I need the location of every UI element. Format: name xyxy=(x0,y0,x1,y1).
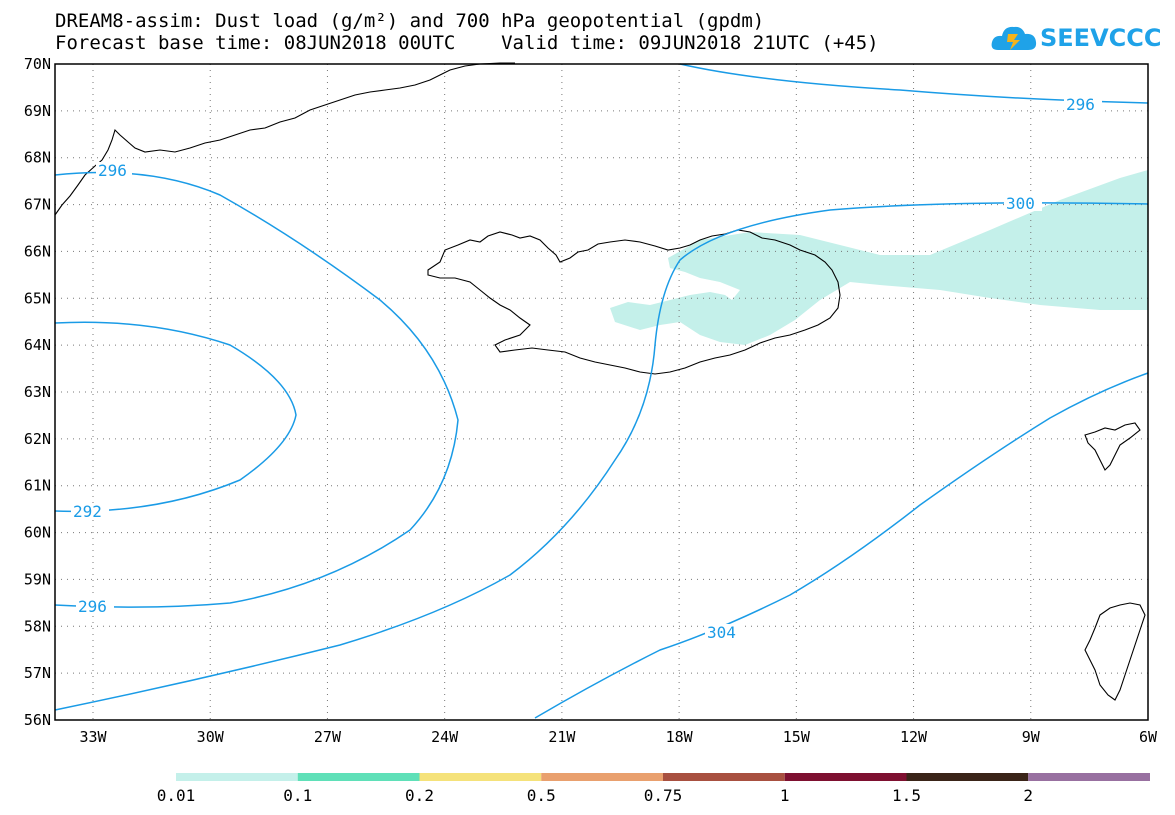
lat-label: 57N xyxy=(24,664,51,682)
colorbar-swatch xyxy=(784,773,907,781)
map-frame xyxy=(54,63,1149,721)
contour-label-296-sw: 296 xyxy=(78,597,107,616)
logo-text: SEEVCCC xyxy=(1040,24,1162,52)
colorbar: 0.01 0.1 0.2 0.5 0.75 1 1.5 2 xyxy=(157,773,1150,805)
colorbar-swatch xyxy=(419,773,542,781)
title-line-2: Forecast base time: 08JUN2018 00UTC Vali… xyxy=(55,32,879,54)
title-line-1: DREAM8-assim: Dust load (g/m²) and 700 h… xyxy=(55,10,765,32)
lon-label: 18W xyxy=(666,728,694,746)
contour-label-292: 292 xyxy=(73,502,102,521)
longitude-labels: 33W 30W 27W 24W 21W 18W 15W 12W 9W 6W xyxy=(79,728,1158,746)
colorbar-label: 0.2 xyxy=(405,786,434,805)
grid xyxy=(55,64,1148,720)
cloud-icon xyxy=(991,26,1037,50)
lat-label: 69N xyxy=(24,102,51,120)
colorbar-swatch xyxy=(663,773,785,781)
colorbar-swatch xyxy=(1028,773,1150,781)
scotland-coast xyxy=(1084,602,1146,701)
contour-label-300: 300 xyxy=(1006,194,1035,213)
lon-label: 30W xyxy=(197,728,225,746)
lat-label: 70N xyxy=(24,55,51,73)
contour-296-west xyxy=(54,171,459,608)
colorbar-swatch xyxy=(906,773,1029,781)
geopotential-contours xyxy=(54,63,1149,719)
lat-label: 62N xyxy=(24,430,51,448)
lat-label: 66N xyxy=(24,242,51,260)
lat-label: 68N xyxy=(24,149,51,167)
colorbar-label: 0.5 xyxy=(527,786,556,805)
lat-label: 64N xyxy=(24,336,51,354)
contour-300 xyxy=(54,202,1149,711)
colorbar-swatch xyxy=(176,773,298,781)
lon-label: 24W xyxy=(431,728,459,746)
colorbar-swatch xyxy=(297,773,420,781)
lat-label: 65N xyxy=(24,289,51,307)
lon-label: 33W xyxy=(79,728,107,746)
colorbar-label: 0.1 xyxy=(283,786,312,805)
lat-label: 59N xyxy=(24,570,51,588)
lon-label: 27W xyxy=(314,728,342,746)
contour-292 xyxy=(54,321,297,513)
lon-label: 9W xyxy=(1022,728,1041,746)
lon-label: 12W xyxy=(900,728,928,746)
seevccc-logo: SEEVCCC xyxy=(990,18,1165,58)
contour-label-296-nw: 296 xyxy=(98,161,127,180)
latitude-labels: 70N 69N 68N 67N 66N 65N 64N 63N 62N 61N 60N 59N 58N 5… xyxy=(24,55,51,729)
contour-labels: 296 296 300 292 296 304 xyxy=(71,95,1102,642)
lon-label: 6W xyxy=(1139,728,1158,746)
lat-label: 56N xyxy=(24,711,51,729)
colorbar-label: 1.5 xyxy=(892,786,921,805)
contour-label-296-ne: 296 xyxy=(1066,95,1095,114)
iceland-coast xyxy=(427,229,841,375)
colorbar-label: 0.01 xyxy=(157,786,196,805)
faroe-coast xyxy=(1084,422,1141,471)
colorbar-label: 0.75 xyxy=(644,786,683,805)
lat-label: 60N xyxy=(24,524,51,542)
lat-label: 61N xyxy=(24,477,51,495)
colorbar-label: 1 xyxy=(780,786,790,805)
lon-label: 21W xyxy=(548,728,576,746)
lat-label: 63N xyxy=(24,383,51,401)
contour-304 xyxy=(534,372,1149,719)
dust-area xyxy=(610,170,1148,345)
coastline xyxy=(54,62,1146,701)
lat-label: 67N xyxy=(24,196,51,214)
colorbar-label: 2 xyxy=(1023,786,1033,805)
lat-label: 58N xyxy=(24,617,51,635)
greenland-coast xyxy=(54,62,515,216)
contour-label-304: 304 xyxy=(707,623,736,642)
lon-label: 15W xyxy=(783,728,811,746)
colorbar-swatch xyxy=(541,773,663,781)
